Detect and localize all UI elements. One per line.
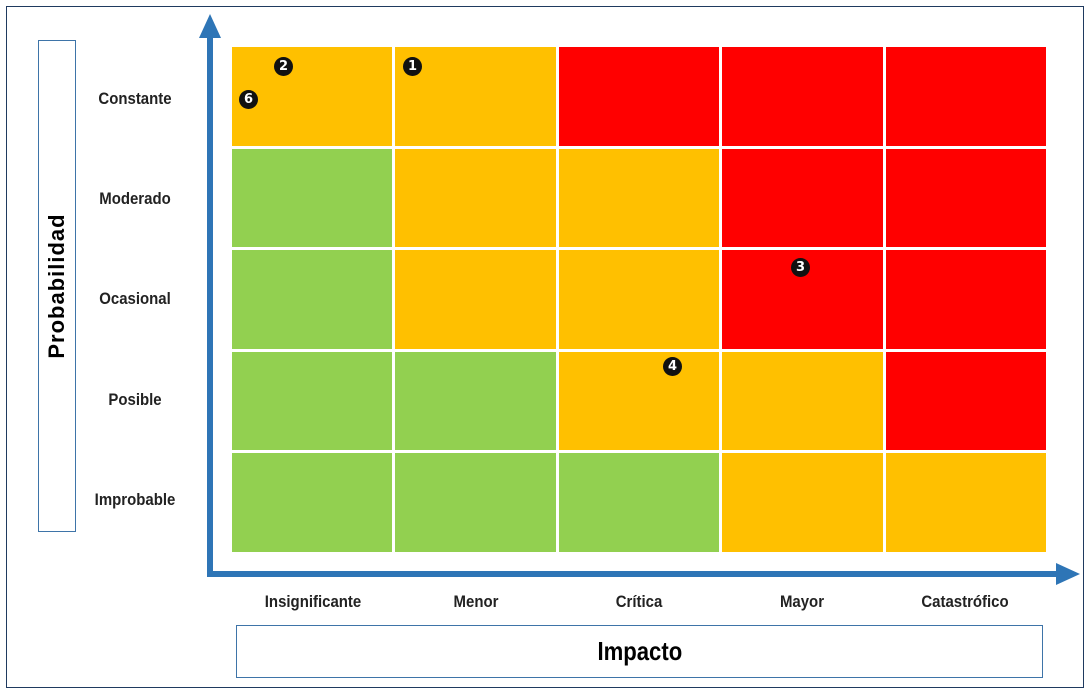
- risk-marker-1: 1: [403, 57, 422, 76]
- risk-marker-4: 4: [663, 357, 682, 376]
- matrix-cell-posible-crítica: [558, 351, 720, 451]
- row-label-posible: Posible: [108, 390, 162, 409]
- matrix-cell-constante-crítica: [558, 47, 720, 146]
- y-axis-title-box: [38, 40, 76, 532]
- x-axis-title-box: Impacto: [236, 625, 1043, 678]
- matrix-cell-improbable-insignificante: [232, 453, 393, 552]
- matrix-cell-constante-insignificante: [232, 47, 393, 146]
- matrix-cell-ocasional-catastrófico: [885, 250, 1046, 349]
- matrix-cell-constante-mayor: [722, 47, 883, 146]
- col-label-catastrofico: Catastrófico: [921, 592, 1009, 611]
- x-axis-arrowhead: [1056, 563, 1080, 585]
- risk-marker-2: 2: [274, 57, 293, 76]
- matrix-cell-moderado-mayor: [722, 148, 883, 248]
- matrix-cell-posible-mayor: [722, 351, 883, 451]
- matrix-cell-ocasional-menor: [395, 250, 556, 349]
- row-label-improbable: Improbable: [94, 490, 176, 509]
- matrix-cell-ocasional-crítica: [558, 250, 720, 349]
- matrix-cell-ocasional-insignificante: [232, 250, 393, 349]
- col-label-insignificante: Insignificante: [264, 592, 362, 611]
- row-label-constante: Constante: [98, 89, 172, 108]
- risk-matrix-grid: [232, 47, 1046, 552]
- y-axis-arrowhead: [199, 14, 221, 38]
- col-label-menor: Menor: [453, 592, 499, 611]
- matrix-cell-moderado-menor: [395, 148, 556, 248]
- risk-marker-3: 3: [791, 258, 810, 277]
- matrix-cell-moderado-catastrófico: [885, 148, 1046, 248]
- row-label-moderado: Moderado: [99, 189, 171, 208]
- matrix-cell-improbable-catastrófico: [885, 453, 1046, 552]
- x-axis-title: Impacto: [597, 636, 682, 666]
- risk-marker-6: 6: [239, 90, 258, 109]
- col-label-mayor: Mayor: [779, 592, 825, 611]
- col-label-critica: Crítica: [615, 592, 663, 611]
- matrix-cell-posible-menor: [395, 351, 556, 451]
- matrix-cell-constante-menor: [395, 47, 556, 146]
- matrix-cell-moderado-crítica: [558, 148, 720, 248]
- matrix-cell-improbable-crítica: [558, 453, 720, 552]
- matrix-cell-improbable-mayor: [722, 453, 883, 552]
- matrix-cell-improbable-menor: [395, 453, 556, 552]
- figure-frame: [6, 6, 1084, 688]
- matrix-cell-posible-catastrófico: [885, 351, 1046, 451]
- matrix-cell-posible-insignificante: [232, 351, 393, 451]
- row-label-ocasional: Ocasional: [99, 289, 171, 308]
- matrix-cell-moderado-insignificante: [232, 148, 393, 248]
- matrix-cell-constante-catastrófico: [885, 47, 1046, 146]
